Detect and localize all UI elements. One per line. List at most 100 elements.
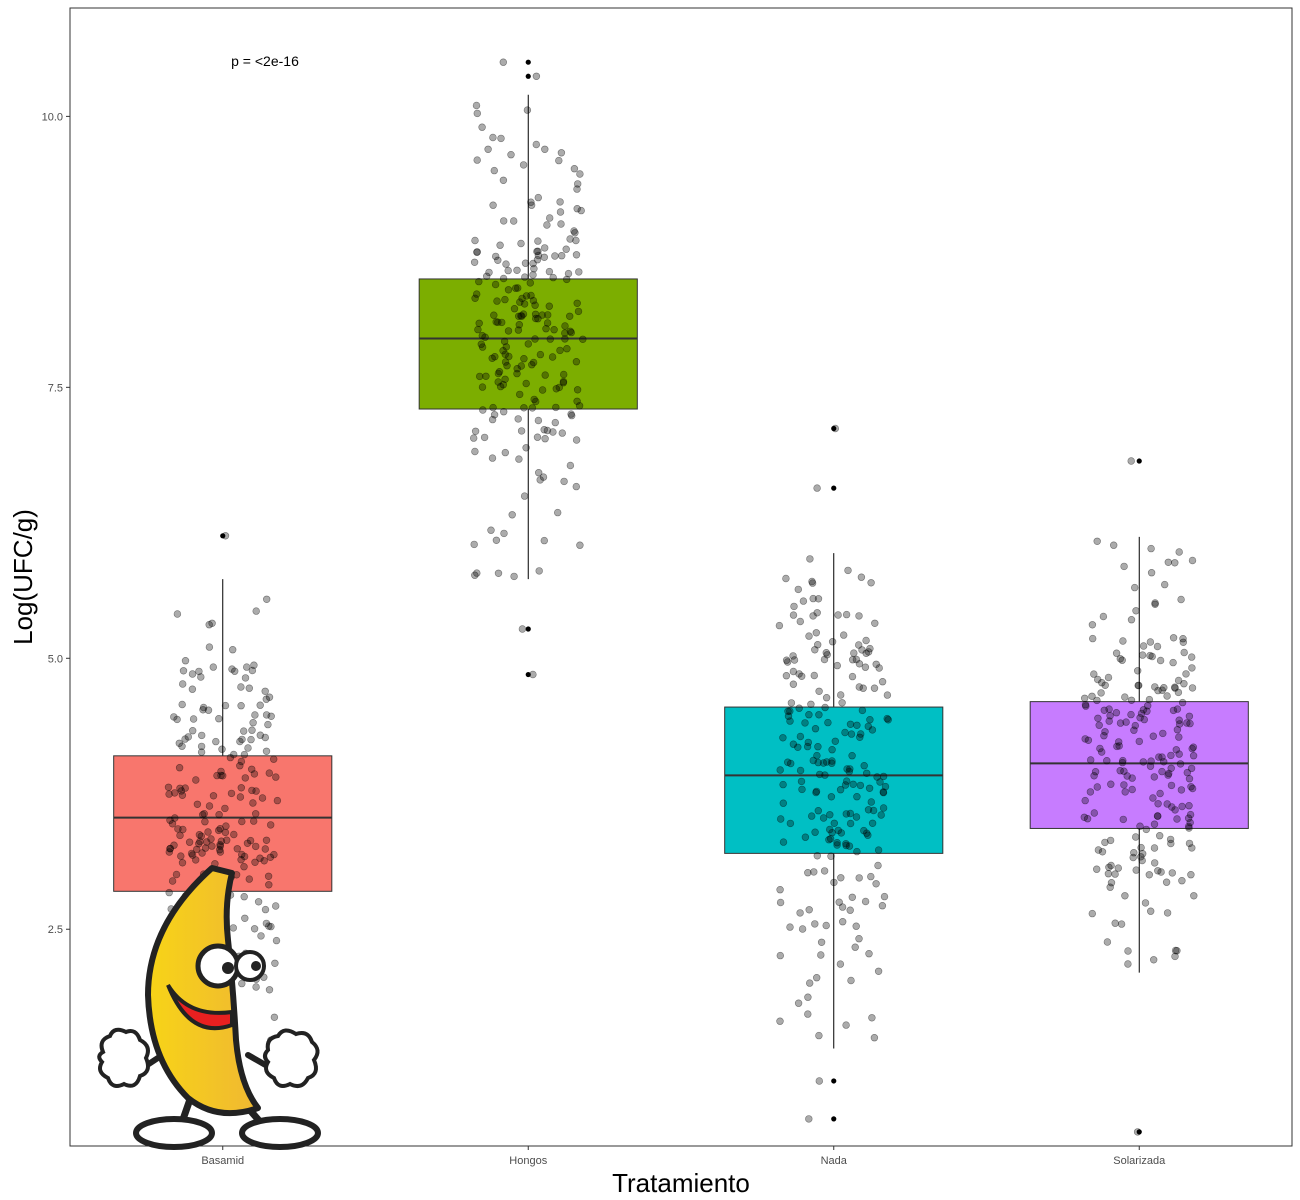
jitter-point bbox=[1177, 595, 1185, 604]
jitter-point bbox=[262, 836, 271, 844]
jitter-point bbox=[195, 830, 204, 839]
jitter-point bbox=[549, 428, 557, 436]
jitter-point bbox=[1097, 748, 1106, 756]
jitter-point bbox=[529, 259, 537, 268]
jitter-point bbox=[1169, 706, 1178, 715]
jitter-point bbox=[776, 766, 784, 774]
jitter-point bbox=[511, 284, 520, 292]
jitter-point bbox=[510, 572, 518, 581]
jitter-point bbox=[248, 726, 256, 734]
jitter-point bbox=[831, 737, 839, 745]
jitter-point bbox=[535, 567, 543, 575]
jitter-point bbox=[1124, 947, 1132, 955]
jitter-point bbox=[796, 617, 804, 626]
jitter-point bbox=[573, 180, 582, 188]
jitter-point bbox=[572, 251, 581, 259]
outlier-point bbox=[525, 73, 531, 79]
jitter-point bbox=[817, 951, 825, 959]
jitter-point bbox=[471, 571, 479, 579]
jitter-point bbox=[496, 241, 504, 249]
jitter-point bbox=[248, 765, 256, 773]
jitter-point bbox=[1093, 783, 1102, 791]
jitter-point bbox=[199, 706, 207, 714]
jitter-point bbox=[1173, 946, 1181, 955]
jitter-point bbox=[494, 256, 502, 264]
jitter-point bbox=[1104, 673, 1113, 682]
jitter-point bbox=[197, 748, 206, 756]
jitter-point bbox=[198, 849, 206, 857]
jitter-point bbox=[862, 649, 870, 657]
jitter-point bbox=[1186, 810, 1195, 819]
jitter-point bbox=[870, 684, 879, 692]
jitter-point bbox=[1106, 711, 1114, 720]
jitter-point bbox=[499, 381, 507, 389]
jitter-point bbox=[1147, 757, 1155, 765]
jitter-point bbox=[551, 418, 559, 427]
jitter-point bbox=[261, 733, 269, 742]
jitter-point bbox=[811, 920, 819, 928]
jitter-point bbox=[813, 852, 821, 860]
jitter-point bbox=[789, 652, 797, 660]
jitter-point bbox=[492, 252, 500, 261]
jitter-point bbox=[1091, 767, 1100, 776]
jitter-point bbox=[1146, 651, 1154, 660]
p-value-annotation: p = <2e-16 bbox=[231, 53, 299, 69]
jitter-point bbox=[845, 842, 854, 850]
jitter-point bbox=[1100, 731, 1108, 740]
jitter-point bbox=[171, 789, 179, 797]
jitter-point bbox=[470, 540, 478, 549]
jitter-point bbox=[1169, 658, 1177, 667]
jitter-point bbox=[488, 454, 497, 462]
jitter-point bbox=[1138, 651, 1147, 659]
jitter-point bbox=[254, 898, 263, 906]
jitter-point bbox=[1118, 656, 1126, 664]
jitter-point bbox=[1094, 846, 1103, 854]
jitter-point bbox=[531, 314, 540, 323]
jitter-point bbox=[830, 819, 838, 827]
jitter-point bbox=[178, 791, 187, 799]
jitter-point bbox=[1158, 686, 1166, 694]
jitter-point bbox=[256, 701, 264, 709]
jitter-point bbox=[566, 235, 574, 243]
jitter-point bbox=[815, 687, 823, 695]
jitter-point bbox=[188, 851, 197, 859]
jitter-point bbox=[201, 817, 209, 826]
jitter-point bbox=[240, 862, 248, 871]
jitter-point bbox=[1133, 1128, 1142, 1136]
jitter-point bbox=[1179, 638, 1188, 646]
jitter-point bbox=[270, 850, 278, 859]
jitter-point bbox=[267, 821, 275, 829]
jitter-point bbox=[221, 701, 230, 710]
jitter-point bbox=[529, 670, 537, 679]
jitter-point bbox=[514, 415, 522, 423]
jitter-point bbox=[539, 473, 548, 481]
jitter-point bbox=[1116, 719, 1125, 727]
jitter-point bbox=[559, 370, 568, 379]
jitter-point bbox=[839, 631, 848, 639]
jitter-point bbox=[545, 267, 554, 276]
jitter-point bbox=[272, 936, 281, 945]
jitter-point bbox=[236, 761, 244, 770]
jitter-point bbox=[1172, 746, 1181, 754]
jitter-point bbox=[857, 573, 866, 581]
jitter-point bbox=[796, 766, 805, 775]
jitter-point bbox=[864, 831, 872, 839]
jitter-point bbox=[261, 687, 269, 695]
jitter-point bbox=[855, 660, 864, 668]
jitter-point bbox=[1121, 892, 1129, 900]
jitter-point bbox=[237, 855, 245, 864]
jitter-point bbox=[480, 433, 489, 442]
jitter-point bbox=[831, 424, 839, 433]
jitter-point bbox=[1151, 599, 1159, 607]
jitter-point bbox=[1088, 909, 1097, 918]
jitter-point bbox=[1171, 952, 1179, 961]
jitter-point bbox=[258, 794, 267, 802]
jitter-point bbox=[1132, 866, 1140, 874]
jitter-point bbox=[221, 804, 229, 813]
jitter-point bbox=[1188, 556, 1197, 565]
jitter-point bbox=[564, 269, 573, 278]
jitter-point bbox=[518, 312, 526, 320]
jitter-point bbox=[1183, 719, 1191, 727]
jitter-point bbox=[265, 986, 274, 994]
